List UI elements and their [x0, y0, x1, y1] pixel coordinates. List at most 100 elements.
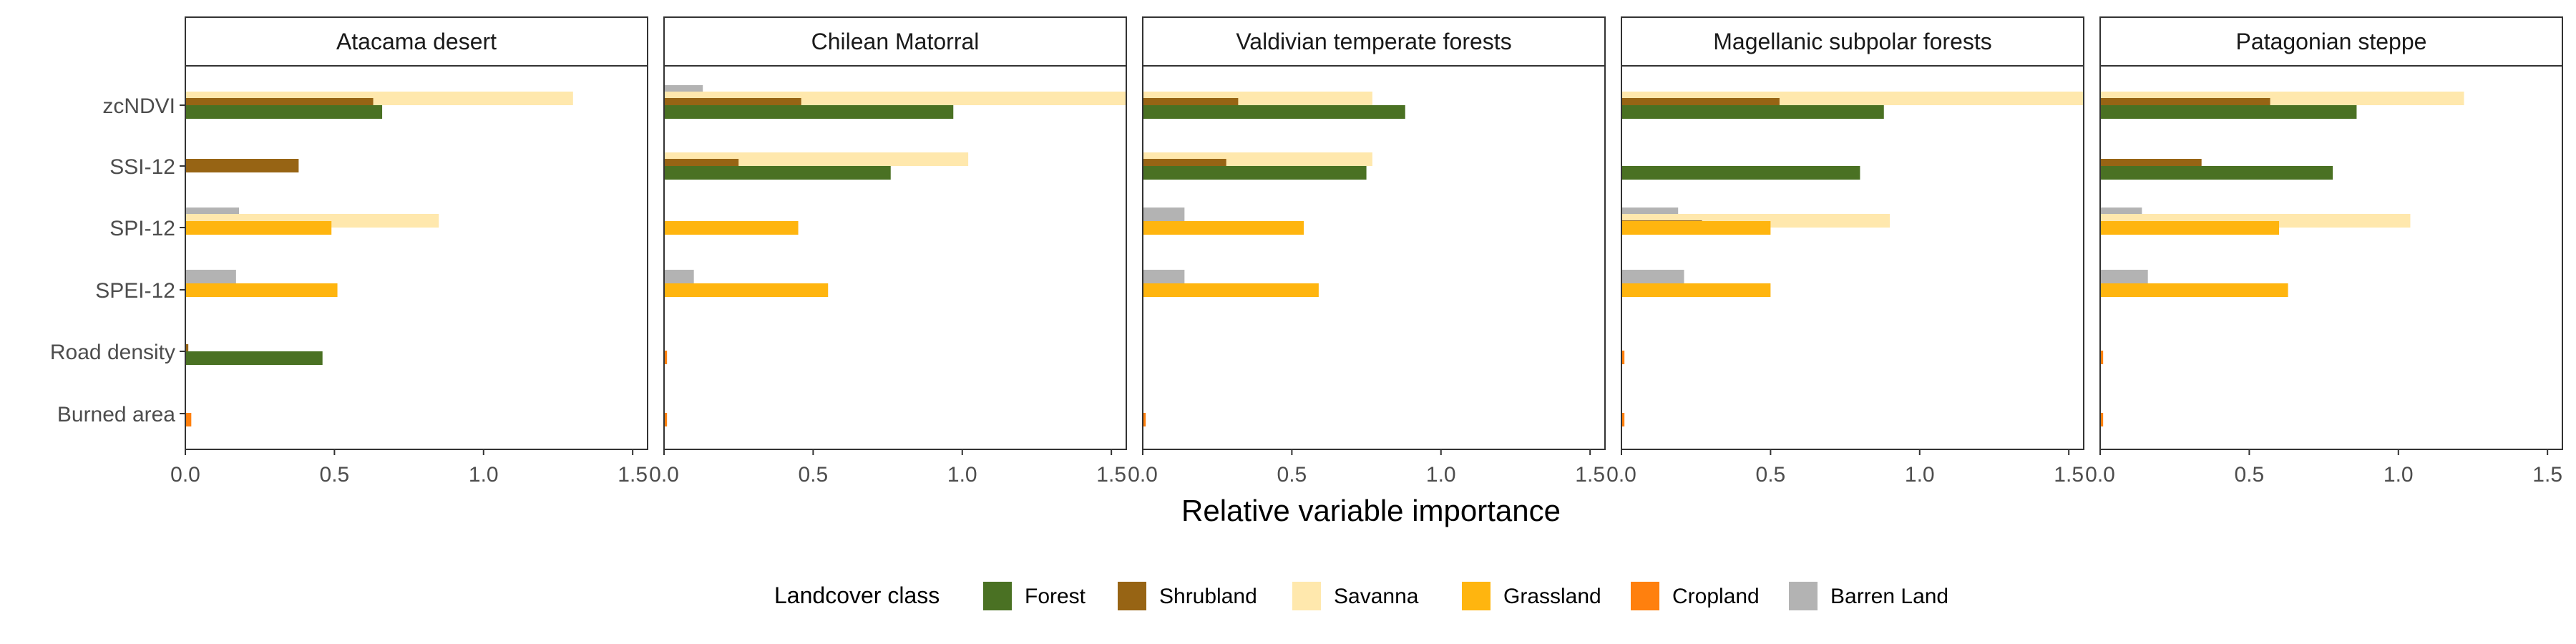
x-tick-label: 1.5 — [1575, 463, 1605, 487]
facet-panel-valdivian-temperate-forests: Valdivian temperate forests 0.0 0.5 1.0 1.5 — [1128, 16, 1606, 487]
panel-border — [2099, 65, 2563, 450]
bar-road-density-cropland — [664, 351, 668, 364]
panel-border — [185, 65, 648, 450]
bars-valdivian-temperate-forests — [1143, 92, 1405, 426]
y-tick-label-ssi-12: SSI-12 — [109, 155, 175, 179]
bar-zcndvi-forest — [2100, 105, 2357, 119]
bar-spei-12-grassland — [185, 283, 338, 297]
bar-spei-12-barren-land — [664, 270, 694, 283]
bar-burned-area-cropland — [1621, 413, 1625, 426]
bar-road-density-shrubland — [185, 344, 189, 358]
x-tick-label: 1.5 — [2054, 463, 2084, 487]
x-tick-label: 1.0 — [1905, 463, 1935, 487]
y-tick-label-road-density: Road density — [50, 341, 175, 364]
bars-atacama-desert — [185, 92, 573, 426]
facet-strip — [185, 16, 648, 67]
legend-key-cropland — [1631, 582, 1659, 610]
panel-border — [1142, 65, 1606, 450]
facet-title: Patagonian steppe — [2236, 29, 2427, 54]
legend-label-forest: Forest — [1025, 585, 1086, 608]
legend: Landcover class Forest Shrubland Savanna Gra… — [774, 582, 1948, 610]
bar-spei-12-grassland — [1621, 283, 1771, 297]
legend-key-grassland — [1462, 582, 1491, 610]
bar-ssi-12-forest — [2100, 166, 2333, 180]
bar-ssi-12-forest — [1621, 166, 1860, 180]
x-tick-label: 0.5 — [799, 463, 829, 487]
x-tick-label: 0.0 — [170, 463, 200, 487]
bar-road-density-forest — [185, 351, 323, 365]
bar-spei-12-grassland — [664, 283, 829, 297]
legend-label-grassland: Grassland — [1503, 585, 1601, 608]
bars-magellanic-subpolar-forests — [1621, 92, 2084, 426]
bar-ssi-12-forest — [664, 166, 891, 180]
panel-border — [1621, 65, 2084, 450]
x-tick-label: 0.0 — [1606, 463, 1636, 487]
legend-key-shrubland — [1118, 582, 1146, 610]
bar-road-density-cropland — [2100, 351, 2104, 364]
facet-title: Valdivian temperate forests — [1236, 29, 1511, 54]
facet-strip — [2099, 16, 2563, 67]
x-axis-title: Relative variable importance — [1181, 494, 1561, 527]
bar-spei-12-barren-land — [2100, 270, 2148, 283]
bar-ssi-12-forest — [1143, 166, 1367, 180]
bar-ssi-12-savanna — [664, 152, 969, 166]
y-axis: zcNDVI SSI-12 SPI-12 SPEI-12 Road density Bur… — [50, 94, 185, 426]
x-tick-label: 0.5 — [1756, 463, 1786, 487]
x-tick-label: 1.5 — [1096, 463, 1126, 487]
bar-spi-12-grassland — [1621, 221, 1771, 235]
facet-panel-atacama-desert: Atacama desert 0.0 0.5 1.0 1.5 — [170, 16, 648, 487]
panel-border — [663, 65, 1127, 450]
legend-key-forest — [983, 582, 1012, 610]
bar-road-density-cropland — [1621, 351, 1625, 364]
bar-burned-area-cropland — [2100, 413, 2104, 426]
bar-burned-area-cropland — [1143, 413, 1146, 426]
x-tick-label: 0.0 — [1128, 463, 1158, 487]
y-tick-label-spei-12: SPEI-12 — [95, 279, 175, 303]
bar-zcndvi-forest — [664, 105, 954, 119]
bar-spei-12-barren-land — [1621, 270, 1684, 283]
legend-label-barren-land: Barren Land — [1830, 585, 1948, 608]
facet-panel-chilean-matorral: Chilean Matorral 0.0 0.5 1.0 1.5 — [649, 16, 1127, 487]
bar-burned-area-cropland — [664, 413, 668, 426]
legend-title: Landcover class — [774, 582, 940, 608]
facet-panel-patagonian-steppe: Patagonian steppe 0.0 0.5 1.0 1.5 — [2085, 16, 2563, 487]
x-tick-label: 0.0 — [2085, 463, 2115, 487]
bar-spi-12-grassland — [664, 221, 799, 235]
bar-zcndvi-forest — [185, 105, 383, 119]
legend-label-savanna: Savanna — [1334, 585, 1419, 608]
bar-zcndvi-forest — [1621, 105, 1884, 119]
legend-key-barren-land — [1789, 582, 1818, 610]
y-tick-label-burned-area: Burned area — [57, 403, 175, 426]
facet-panel-magellanic-subpolar-forests: Magellanic subpolar forests 0.0 0.5 1.0 1.5 — [1606, 16, 2084, 487]
bar-spei-12-barren-land — [185, 270, 236, 283]
y-tick-label-spi-12: SPI-12 — [109, 217, 175, 240]
x-tick-label: 1.5 — [618, 463, 648, 487]
facet-title: Atacama desert — [336, 29, 497, 54]
bar-spi-12-grassland — [1143, 221, 1304, 235]
facet-title: Chilean Matorral — [811, 29, 980, 54]
bar-spi-12-grassland — [185, 221, 332, 235]
legend-label-cropland: Cropland — [1672, 585, 1760, 608]
bars-patagonian-steppe — [2100, 92, 2464, 426]
x-tick-label: 0.5 — [320, 463, 350, 487]
x-tick-label: 1.0 — [947, 463, 977, 487]
facet-strip — [1142, 16, 1606, 67]
bar-spi-12-barren-land — [1143, 208, 1185, 221]
x-tick-label: 1.0 — [2384, 463, 2414, 487]
bar-zcndvi-forest — [1143, 105, 1405, 119]
legend-label-shrubland: Shrubland — [1159, 585, 1257, 608]
facet-strip — [663, 16, 1127, 67]
bar-spei-12-grassland — [2100, 283, 2288, 297]
x-tick-label: 1.0 — [469, 463, 499, 487]
bar-spei-12-grassland — [1143, 283, 1319, 297]
x-tick-label: 1.5 — [2532, 463, 2562, 487]
legend-key-savanna — [1292, 582, 1321, 610]
x-tick-label: 1.0 — [1426, 463, 1456, 487]
bar-ssi-12-shrubland — [185, 159, 299, 172]
bar-spei-12-barren-land — [1143, 270, 1185, 283]
x-tick-label: 0.5 — [1277, 463, 1307, 487]
bar-burned-area-cropland — [185, 413, 192, 426]
facet-panels: Atacama desert 0.0 0.5 1.0 1.5 Chilean Matorr… — [170, 16, 2563, 487]
bars-chilean-matorral — [664, 85, 1126, 426]
